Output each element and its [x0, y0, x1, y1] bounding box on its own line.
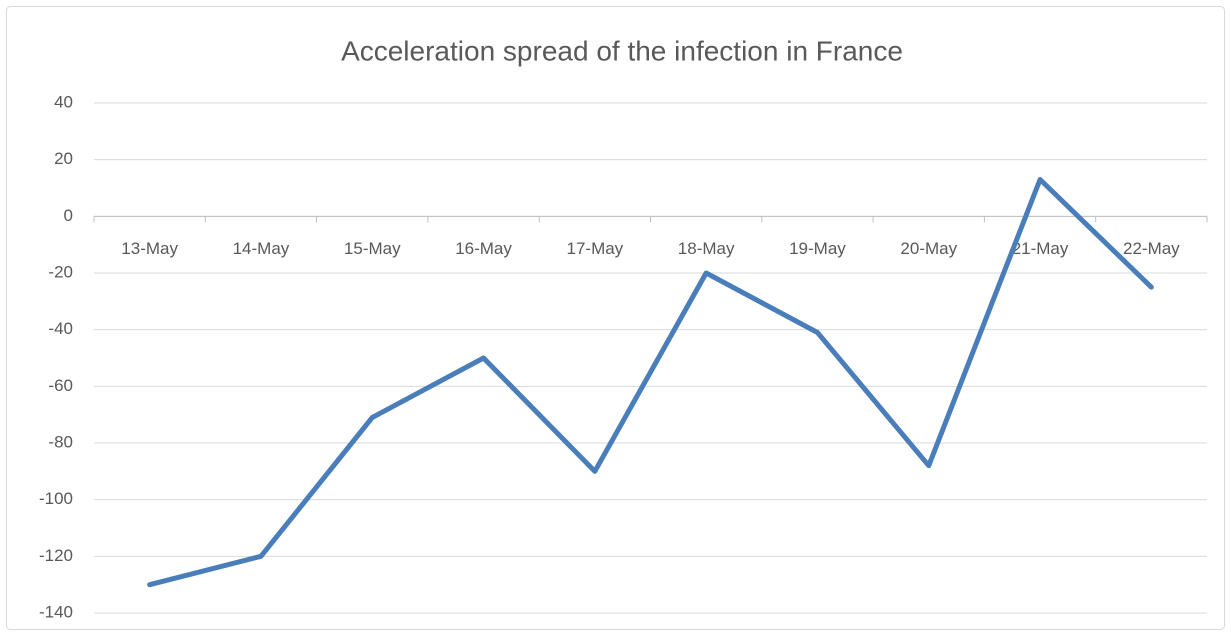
y-tick-label: -120 [39, 546, 73, 565]
x-tick-label: 21-May [1012, 239, 1069, 258]
y-tick-label: 40 [54, 92, 73, 111]
y-tick-label: -80 [48, 432, 73, 451]
y-tick-label: 20 [54, 149, 73, 168]
y-tick-label: 0 [64, 206, 73, 225]
chart-title: Acceleration spread of the infection in … [341, 35, 903, 66]
x-tick-label: 14-May [233, 239, 290, 258]
y-tick-label: -100 [39, 489, 73, 508]
data-line [147, 177, 1154, 588]
x-tick-label: 13-May [121, 239, 178, 258]
chart-border [6, 6, 1225, 630]
x-tick-label: 16-May [455, 239, 512, 258]
x-tick-label: 15-May [344, 239, 401, 258]
x-tick-label: 17-May [567, 239, 624, 258]
y-tick-label: -40 [48, 319, 73, 338]
x-tick-label: 20-May [900, 239, 957, 258]
x-tick-label: 18-May [678, 239, 735, 258]
y-tick-label: -60 [48, 376, 73, 395]
x-tick-label: 19-May [789, 239, 846, 258]
x-tick-label: 22-May [1123, 239, 1180, 258]
y-tick-label: -140 [39, 602, 73, 621]
y-tick-label: -20 [48, 262, 73, 281]
